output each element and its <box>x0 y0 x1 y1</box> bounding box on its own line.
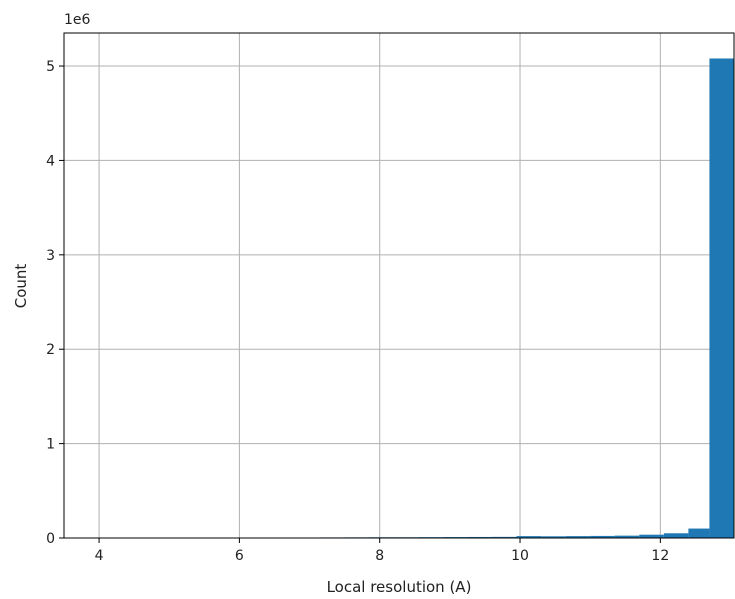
histogram-bar <box>614 535 640 538</box>
y-tick-label: 0 <box>46 531 55 547</box>
grid <box>64 33 734 539</box>
histogram-bar <box>590 535 615 538</box>
histogram-bar <box>491 536 517 538</box>
histogram-bar <box>688 528 710 538</box>
y-tick-label: 5 <box>46 59 55 75</box>
histogram-bar <box>541 536 566 538</box>
y-tick-label: 3 <box>46 248 55 264</box>
histogram-bar <box>639 534 664 538</box>
x-tick-label: 8 <box>375 548 384 564</box>
x-tick-label: 10 <box>511 548 529 564</box>
histogram-bar <box>663 533 689 538</box>
y-axis-label: Count <box>12 264 30 309</box>
histogram-bar <box>467 536 492 538</box>
y-axis-offset-label: 1e6 <box>64 12 91 28</box>
x-axis-label: Local resolution (A) <box>327 578 472 596</box>
y-tick-label: 4 <box>46 153 55 169</box>
y-axis-ticks: 0 1 2 3 4 5 <box>46 59 64 547</box>
y-tick-label: 1 <box>46 437 55 453</box>
plot-area <box>64 33 734 538</box>
y-tick-label: 2 <box>46 342 55 358</box>
x-tick-label: 4 <box>95 548 104 564</box>
histogram-bar <box>565 536 591 538</box>
x-axis-ticks: 4 6 8 10 12 <box>95 538 669 564</box>
histogram-bars <box>295 58 734 538</box>
histogram-bar <box>709 58 734 538</box>
plot-frame <box>63 32 735 539</box>
x-tick-label: 6 <box>235 548 244 564</box>
x-tick-label: 12 <box>651 548 669 564</box>
histogram-bar <box>516 536 542 538</box>
